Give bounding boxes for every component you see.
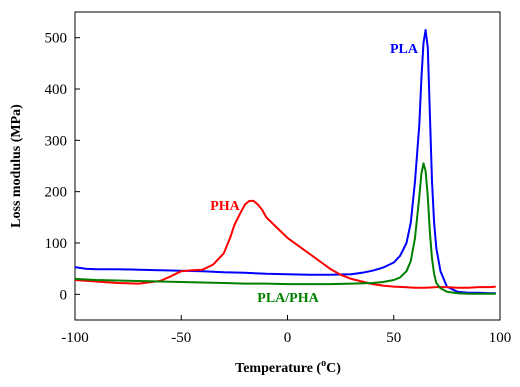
series-label-pla-pha: PLA/PHA	[257, 291, 319, 306]
series-line-pha	[74, 199, 496, 289]
x-tick-label: 0	[284, 330, 292, 346]
x-tick-label: -50	[171, 330, 191, 346]
y-tick-label: 400	[45, 82, 68, 98]
series-label-pla: PLA	[390, 42, 419, 57]
y-axis-title: Loss modulus (MPa)	[9, 104, 24, 228]
series-layer	[74, 29, 496, 295]
x-axis-title-tail: C)	[326, 361, 341, 376]
x-tick-label: 100	[489, 330, 512, 346]
series-line-pla	[74, 29, 496, 295]
y-tick-label: 100	[45, 236, 68, 252]
x-axis-title: Temperature (oC)	[235, 358, 341, 376]
x-tick-label: 50	[386, 330, 401, 346]
y-tick-label: 200	[45, 185, 68, 201]
tick-layer: -100 -50 0 50 100 0 100 200 300 400 500	[45, 31, 512, 346]
x-axis-title-main: Temperature (	[235, 361, 321, 376]
y-tick-label: 0	[60, 287, 68, 303]
x-tick-label: -100	[61, 330, 89, 346]
x-axis-title-superscript: o	[321, 358, 326, 369]
series-line-pla-pha	[74, 162, 496, 295]
y-tick-label: 500	[45, 31, 68, 47]
series-label-pha: PHA	[210, 199, 240, 214]
y-tick-label: 300	[45, 133, 68, 149]
